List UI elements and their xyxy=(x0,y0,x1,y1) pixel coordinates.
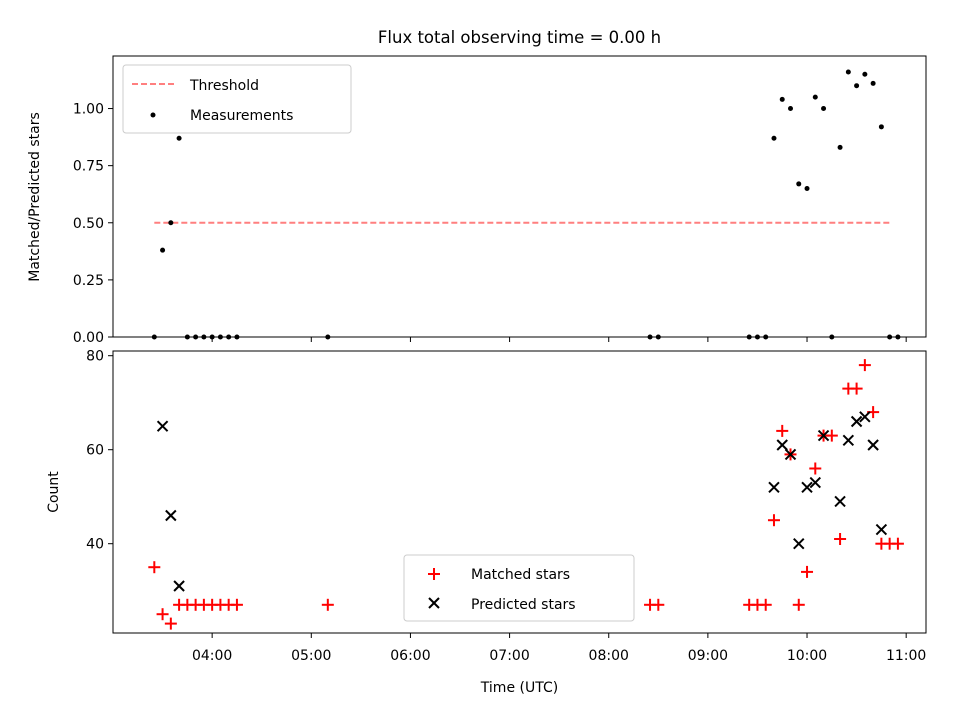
matched-star-point xyxy=(230,598,243,611)
x-tick-label: 10:00 xyxy=(787,648,827,664)
top-legend-box xyxy=(122,64,352,134)
top-y-axis-label: Matched/Predicted stars xyxy=(27,112,43,282)
predicted-star-point xyxy=(809,476,821,489)
predicted-star-point xyxy=(793,537,805,550)
bottom-y-tick-label: 60 xyxy=(86,443,104,459)
legend-measurements-label: Measurements xyxy=(190,108,293,124)
predicted-star-point xyxy=(768,481,780,494)
measurement-point xyxy=(862,71,868,77)
measurement-point xyxy=(788,106,793,112)
measurement-point xyxy=(168,220,174,226)
legend-matched-swatch xyxy=(428,568,440,580)
matched-star-point xyxy=(801,565,814,578)
bottom-plot-frame xyxy=(112,350,927,634)
legend-predicted-label: Predicted stars xyxy=(471,597,576,613)
predicted-star-point xyxy=(867,439,879,451)
bottom-y-tick-label: 80 xyxy=(86,349,104,365)
predicted-star-point xyxy=(859,411,871,423)
bottom-y-axis-label: Count xyxy=(46,471,62,513)
matched-star-point xyxy=(759,598,772,611)
x-tick-label: 06:00 xyxy=(390,648,430,664)
top-y-tick-label: 1.00 xyxy=(73,102,104,118)
matched-star-point xyxy=(792,598,805,611)
top-legend: Threshold Measurements xyxy=(122,64,352,134)
predicted-star-point xyxy=(801,481,813,494)
x-tick-label: 08:00 xyxy=(589,648,629,664)
x-tick-label: 04:00 xyxy=(192,648,232,664)
matched-star-point xyxy=(825,429,838,442)
matched-star-point xyxy=(652,598,665,611)
top-y-tick-label: 0.50 xyxy=(73,216,104,232)
predicted-star-point xyxy=(817,429,830,442)
bottom-x-axis-label: Time (UTC) xyxy=(480,680,558,696)
matched-star-point xyxy=(834,533,847,545)
legend-matched-label: Matched stars xyxy=(471,567,570,583)
top-panel: Flux total observing time = 0.00 h Match… xyxy=(27,28,927,346)
predicted-star-point xyxy=(165,509,177,522)
measurement-point xyxy=(812,94,818,100)
top-y-tick-label: 0.25 xyxy=(73,273,104,289)
matched-star-point xyxy=(767,514,780,527)
predicted-star-point xyxy=(850,415,863,428)
measurement-point xyxy=(854,83,860,89)
measurement-point xyxy=(821,106,827,112)
measurement-point xyxy=(176,135,182,141)
x-tick-label: 11:00 xyxy=(886,648,926,664)
legend-threshold-label: Threshold xyxy=(189,78,259,94)
legend-measurements-swatch xyxy=(150,112,156,118)
measurement-point xyxy=(870,80,876,86)
predicted-star-point xyxy=(875,523,888,536)
predicted-star-point xyxy=(156,420,169,432)
matched-star-point xyxy=(156,608,169,621)
measurement-point xyxy=(771,135,777,141)
measurement-point xyxy=(837,144,843,150)
measurement-point xyxy=(804,186,810,192)
matched-star-point xyxy=(850,382,863,395)
top-y-tick-label: 0.75 xyxy=(73,159,104,175)
bottom-legend-box xyxy=(403,554,635,622)
matched-star-point xyxy=(321,598,334,611)
top-chart-title: Flux total observing time = 0.00 h xyxy=(378,28,661,47)
x-tick-label: 05:00 xyxy=(291,648,331,664)
top-plot-frame xyxy=(112,55,927,338)
matched-star-point xyxy=(891,537,904,550)
predicted-star-point xyxy=(173,580,185,592)
measurement-point xyxy=(845,69,851,75)
measurement-point xyxy=(796,181,802,187)
predicted-star-point xyxy=(834,495,846,508)
measurement-point xyxy=(878,124,884,130)
matched-star-point xyxy=(164,617,177,630)
predicted-star-point xyxy=(842,434,855,447)
predicted-star-point xyxy=(784,448,797,461)
measurement-point xyxy=(160,247,166,253)
matched-star-point xyxy=(809,462,822,475)
bottom-y-tick-label: 40 xyxy=(86,537,104,553)
bottom-panel: Count Time (UTC) 40 60 80 04:00 05:00 06:00 0… xyxy=(46,349,927,696)
legend-predicted-swatch xyxy=(428,597,440,609)
x-tick-label: 09:00 xyxy=(688,648,728,664)
matched-star-point xyxy=(148,561,161,574)
x-tick-label: 07:00 xyxy=(489,648,529,664)
predicted-star-point xyxy=(776,439,788,451)
measurement-point xyxy=(779,96,785,102)
top-y-tick-label: 0.00 xyxy=(73,330,104,346)
bottom-legend: Matched stars Predicted stars xyxy=(403,554,635,622)
matched-star-point xyxy=(776,424,789,437)
matched-star-point xyxy=(858,359,871,372)
